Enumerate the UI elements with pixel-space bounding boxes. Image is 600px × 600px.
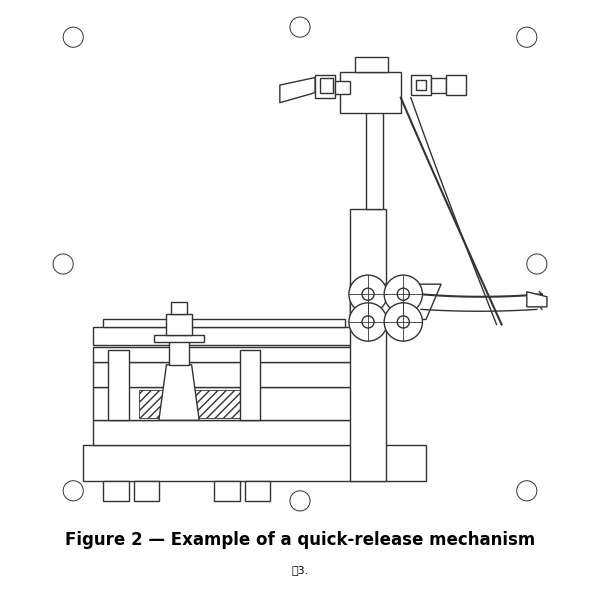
Bar	[335, 81, 350, 94]
Bar	[431, 77, 446, 92]
Circle shape	[349, 303, 387, 341]
Bar	[83, 445, 426, 481]
Bar	[103, 319, 346, 327]
Bar	[166, 314, 191, 335]
Circle shape	[384, 303, 422, 341]
Circle shape	[397, 316, 409, 328]
Bar	[320, 77, 333, 92]
Bar	[340, 73, 401, 113]
Bar	[109, 350, 128, 420]
Circle shape	[349, 275, 387, 313]
Polygon shape	[159, 365, 199, 420]
Bar	[411, 75, 431, 95]
Bar	[94, 388, 355, 420]
Circle shape	[362, 316, 374, 328]
Text: Figure 2 — Example of a quick-release mechanism: Figure 2 — Example of a quick-release me…	[65, 531, 535, 549]
Bar	[172, 302, 187, 314]
Circle shape	[362, 288, 374, 300]
Bar	[94, 347, 355, 362]
Bar	[355, 58, 388, 73]
Bar	[134, 481, 159, 501]
Bar	[169, 340, 189, 365]
Bar	[239, 350, 260, 420]
Polygon shape	[280, 77, 315, 103]
Bar	[103, 481, 128, 501]
Bar	[365, 67, 383, 209]
Bar	[315, 75, 335, 98]
Polygon shape	[527, 292, 547, 307]
Polygon shape	[350, 284, 441, 319]
Circle shape	[397, 288, 409, 300]
Bar	[245, 481, 270, 501]
Bar	[94, 327, 355, 344]
Text: 图3.: 图3.	[292, 565, 308, 575]
Bar	[446, 75, 466, 95]
Bar	[94, 420, 355, 445]
Bar	[350, 209, 386, 481]
Bar	[154, 335, 204, 342]
Circle shape	[384, 275, 422, 313]
Bar	[94, 362, 355, 388]
Bar	[139, 390, 239, 418]
Bar	[214, 481, 239, 501]
Bar	[416, 80, 426, 90]
